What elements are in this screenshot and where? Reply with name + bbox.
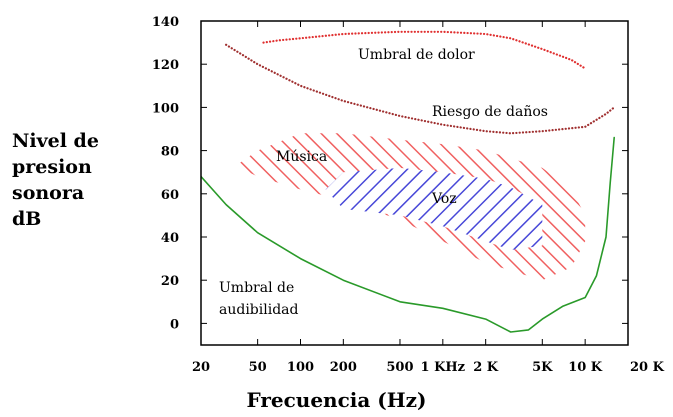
regions-layer	[235, 133, 586, 281]
annotation-musica: Música	[276, 149, 327, 165]
x-axis: 20 50 100 200 500 1 KHz 2 K 5K 10 K 20 K	[192, 21, 665, 375]
x-axis-title: Frecuencia (Hz)	[246, 388, 427, 412]
y-tick-label: 60	[161, 188, 179, 203]
y-tick-label: 40	[161, 231, 179, 246]
y-axis-title-line: presion	[12, 156, 92, 178]
annotations: Umbral de dolor Riesgo de daños Música V…	[219, 47, 548, 318]
x-tick-label: 50	[249, 360, 267, 375]
y-tick-label: 80	[161, 145, 179, 160]
series-riesgo-danos	[225, 43, 616, 135]
plot-frame	[200, 20, 629, 346]
y-tick-label: 120	[152, 58, 179, 73]
x-tick-label: 10 K	[568, 360, 603, 375]
annotation-audibilidad-1: Umbral de	[219, 280, 294, 296]
y-axis-title: Nivel de presion sonora dB	[12, 128, 132, 232]
y-axis-title-line: sonora	[12, 182, 85, 204]
x-tick-label: 200	[330, 360, 357, 375]
y-tick-label: 140	[152, 15, 179, 30]
y-tick-label: 100	[152, 101, 179, 116]
x-tick-label: 5K	[532, 360, 553, 375]
series-umbral-dolor	[262, 30, 587, 70]
x-tick-label: 20 K	[630, 360, 665, 375]
series-umbral-audibilidad	[201, 136, 615, 333]
series-layer	[201, 30, 616, 333]
y-axis-title-line: Nivel de	[12, 130, 99, 152]
x-tick-label: 1 KHz	[421, 360, 466, 375]
y-tick-label: 20	[161, 274, 179, 289]
annotation-voz: Voz	[431, 191, 457, 207]
annotation-dolor: Umbral de dolor	[358, 47, 475, 63]
x-tick-label: 500	[386, 360, 413, 375]
x-tick-label: 20	[192, 360, 210, 375]
x-tick-label: 100	[287, 360, 314, 375]
region-voz	[325, 167, 543, 250]
y-axis-title-line: dB	[12, 208, 42, 230]
y-tick-label: 0	[170, 317, 179, 332]
x-tick-label: 2 K	[473, 360, 499, 375]
annotation-danos: Riesgo de daños	[432, 104, 548, 120]
annotation-audibilidad-2: audibilidad	[219, 302, 299, 318]
y-axis: 0 20 40 60 80 100 120 140	[152, 15, 628, 332]
